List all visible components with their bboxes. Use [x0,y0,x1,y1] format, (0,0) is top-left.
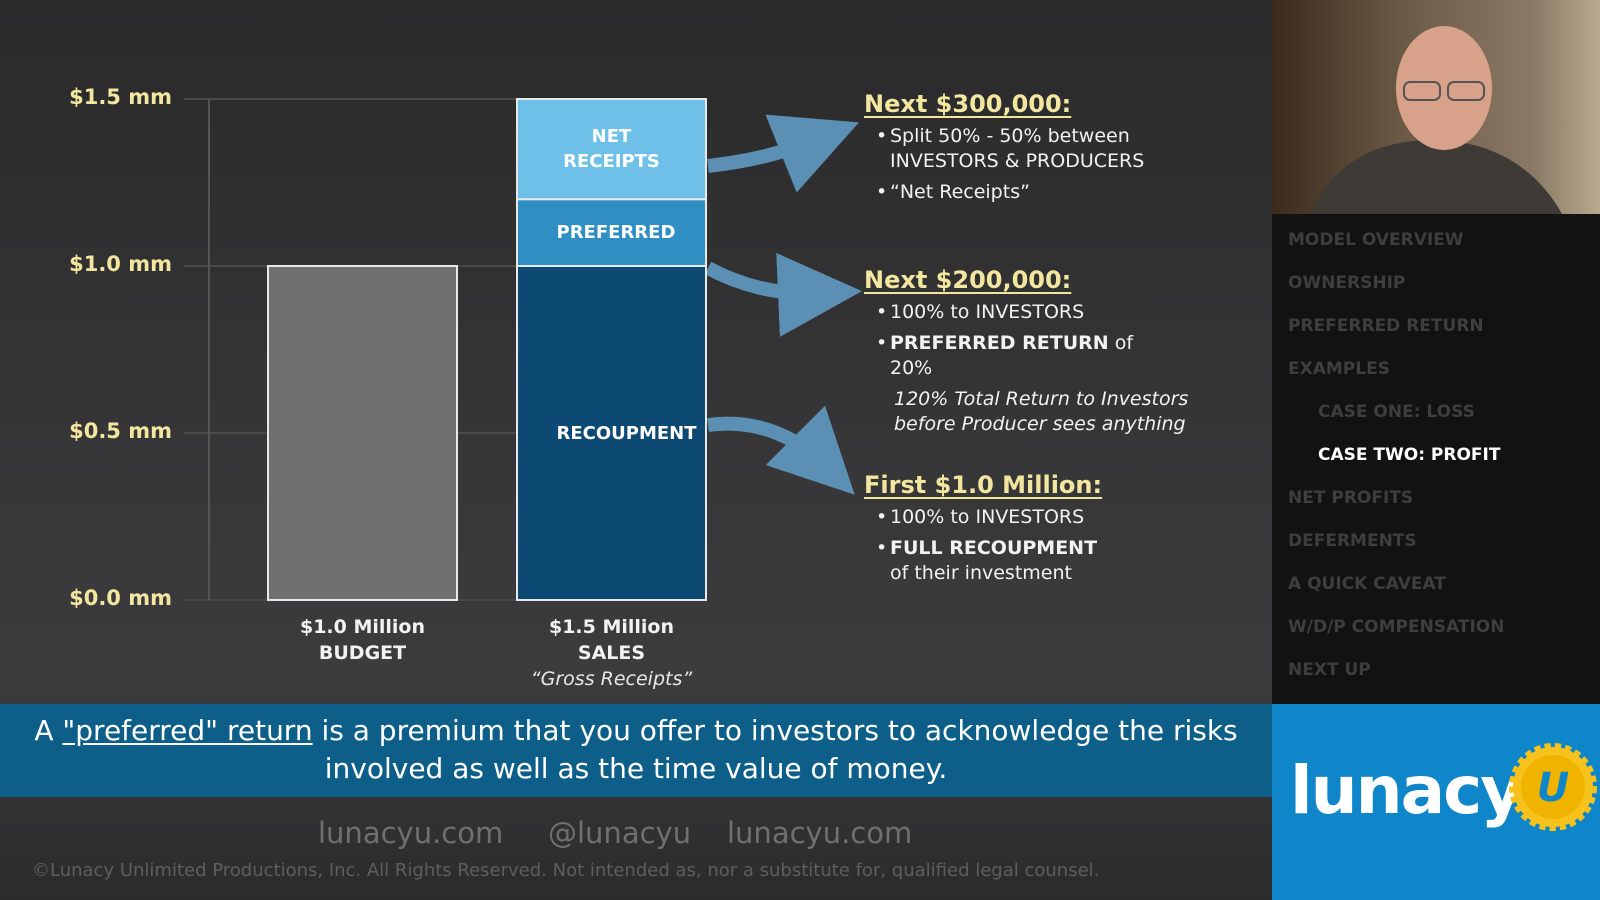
sidebar-menu: MODEL OVERVIEW OWNERSHIP PREFERRED RETURN E… [1272,214,1600,704]
x-tick-label: $1.5 Million SALES [548,616,675,664]
annotation-bullet: 100% to INVESTORS [864,505,1160,530]
annotation-heading: Next $300,000: [864,90,1072,118]
x-tick-note: “Gross Receipts” [530,668,693,690]
segment-label: PREFERRED [556,222,676,244]
y-tick-label: $0.0 mm [69,586,172,610]
segment-label: NET RECEIPTS [563,126,660,173]
bullet-text: “Net Receipts” [890,181,1030,203]
presenter-video[interactable] [1272,0,1600,214]
menu-item[interactable]: CASE ONE: LOSS [1318,402,1475,422]
chart [184,98,862,601]
footer-link[interactable]: lunacyu.com [727,816,913,850]
bullet-bold: FULL RECOUPMENT [890,537,1098,559]
annotation-bullet: FULL RECOUPMENT [864,536,1160,561]
annotation-bullet: 100% to INVESTORS [864,300,1160,325]
menu-item[interactable]: A QUICK CAVEAT [1288,574,1446,594]
menu-item[interactable]: OWNERSHIP [1288,273,1406,293]
presenter-figure [1312,26,1562,214]
annotation: Next $300,000: Split 50% - 50% between IN… [864,90,1194,211]
bullet-text: Split 50% - 50% between INVESTORS & PROD… [890,125,1145,172]
bullet-text: 100% to INVESTORS [890,506,1085,528]
head [1396,26,1492,150]
menu-item[interactable]: NET PROFITS [1288,488,1414,508]
bar-segment [516,198,707,267]
caption: A "preferred" return is a premium that y… [0,704,1272,797]
arrows [704,114,862,495]
annotation-note: of their investment [890,562,1072,584]
menu-item[interactable]: PREFERRED RETURN [1288,316,1484,336]
footer-link[interactable]: lunacyu.com [318,816,504,850]
menu-item[interactable]: EXAMPLES [1288,359,1390,379]
logo: lunacy U [1272,704,1600,900]
bar-segment [516,98,707,201]
caption-text: is a premium that you offer to investors… [312,714,1238,785]
menu-item[interactable]: CASE TWO: PROFIT [1318,445,1501,465]
menu-item[interactable]: DEFERMENTS [1288,531,1417,551]
copyright: ©Lunacy Unlimited Productions, Inc. All … [32,860,1100,881]
logo-badge: U [1509,743,1597,831]
glasses [1403,81,1441,101]
annotation-bullet: PREFERRED RETURN of 20% [864,331,1160,381]
annotation-heading: First $1.0 Million: [864,471,1103,499]
menu-item[interactable]: W/D/P COMPENSATION [1288,617,1505,637]
footer-link[interactable]: @lunacyu [548,816,692,850]
y-tick-label: $1.0 mm [69,252,172,276]
annotation: First $1.0 Million: 100% to INVESTORS FULL… [864,471,1194,586]
sun-core [1521,755,1585,819]
annotation-note: 120% Total Return to Investors before Pr… [894,388,1189,435]
menu-item[interactable]: NEXT UP [1288,660,1371,680]
annotation-bullet: “Net Receipts” [864,180,1160,205]
annotation: Next $200,000: 100% to INVESTORS PREFERRED… [864,266,1194,437]
logo-text: lunacy [1290,752,1523,829]
x-tick-label: $1.0 Million BUDGET [299,616,426,664]
arrow [704,252,862,337]
caption-link[interactable]: "preferred" return [62,714,313,747]
segment-label: RECOUPMENT [556,422,697,444]
bullet-text: of 20% [890,332,1134,379]
bullet-bold: PREFERRED RETURN [890,332,1109,354]
arrow [707,405,855,495]
caption-text: A [34,714,63,747]
y-tick-label: $1.5 mm [69,85,172,109]
y-tick-label: $0.5 mm [69,419,172,443]
bar-segment [267,265,458,601]
logo-badge-text: U [1537,765,1569,811]
glasses [1447,81,1485,101]
annotation-heading: Next $200,000: [864,266,1072,294]
bullet-text: 100% to INVESTORS [890,301,1085,323]
annotation-bullet: Split 50% - 50% between INVESTORS & PROD… [864,124,1160,174]
shoulders [1312,140,1562,214]
menu-item[interactable]: MODEL OVERVIEW [1288,230,1464,250]
bar-segment [516,265,707,601]
arrow [707,114,859,193]
